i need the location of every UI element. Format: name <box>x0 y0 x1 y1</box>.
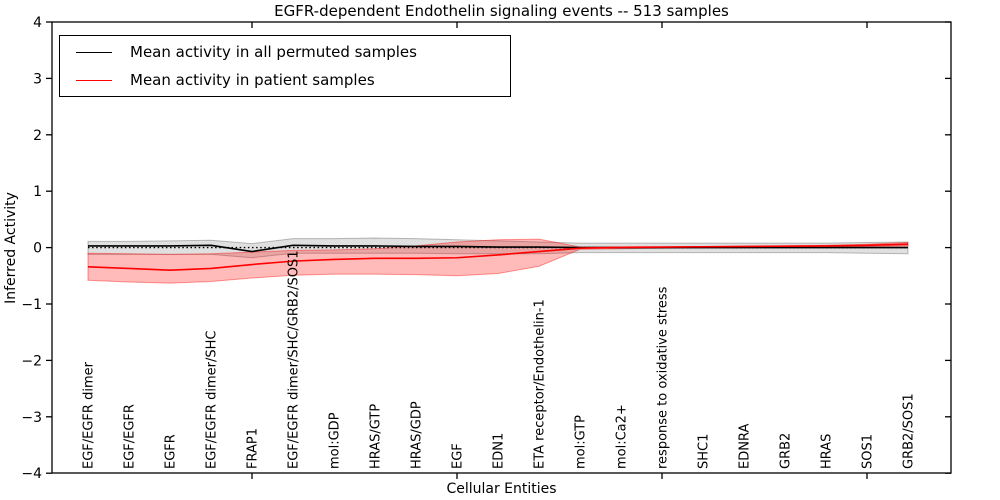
category-label: EGF/EGFR dimer/SHC <box>205 331 220 469</box>
y-tick-label: 0 <box>33 241 42 257</box>
category-label: SHC1 <box>697 434 712 469</box>
legend-item-permuted: Mean activity in all permuted samples <box>66 38 504 66</box>
permuted-mean-line <box>88 244 908 253</box>
category-label: HRAS <box>820 434 835 469</box>
category-label: EGF/EGFR dimer <box>82 361 97 469</box>
y-tick-label: −4 <box>21 466 42 482</box>
patient-samples-range-band <box>87 238 909 284</box>
category-label: EGF/EGFR dimer/SHC/GRB2/SOS1 <box>287 251 302 470</box>
category-label: EGF <box>451 443 466 469</box>
category-label: GRB2 <box>779 433 794 469</box>
category-label: EGF/EGFR <box>123 404 138 469</box>
category-label: FRAP1 <box>246 428 261 469</box>
category-label: mol:GTP <box>574 415 589 469</box>
category-label: mol:GDP <box>328 412 343 469</box>
category-label: mol:Ca2+ <box>615 404 630 469</box>
legend: Mean activity in all permuted samples Me… <box>59 35 511 97</box>
category-label: GRB2/SOS1 <box>902 393 917 469</box>
category-label: EDNRA <box>738 424 753 469</box>
x-axis-label: Cellular Entities <box>446 481 557 497</box>
y-tick-label: −2 <box>21 353 42 369</box>
category-label: ETA receptor/Endothelin-1 <box>533 299 548 469</box>
y-tick-label: 2 <box>33 128 42 144</box>
y-tick-label: −3 <box>21 410 42 426</box>
category-label: response to oxidative stress <box>656 286 671 469</box>
y-tick-label: 3 <box>33 71 42 87</box>
category-label: HRAS/GDP <box>410 401 425 469</box>
category-label: SOS1 <box>861 434 876 469</box>
chart-title: EGFR-dependent Endothelin signaling even… <box>274 2 729 20</box>
legend-label: Mean activity in all permuted samples <box>130 43 417 61</box>
category-label: HRAS/GTP <box>369 404 384 469</box>
category-label: EDN1 <box>492 433 507 469</box>
legend-label: Mean activity in patient samples <box>130 71 375 89</box>
legend-item-patient: Mean activity in patient samples <box>66 66 504 94</box>
category-label: EGFR <box>164 434 179 469</box>
y-tick-label: −1 <box>21 297 42 313</box>
legend-line-black <box>76 51 112 53</box>
y-tick-label: 1 <box>33 184 42 200</box>
patient-mean-line <box>87 243 909 271</box>
legend-line-red <box>76 79 112 81</box>
y-tick-label: 4 <box>33 15 42 31</box>
